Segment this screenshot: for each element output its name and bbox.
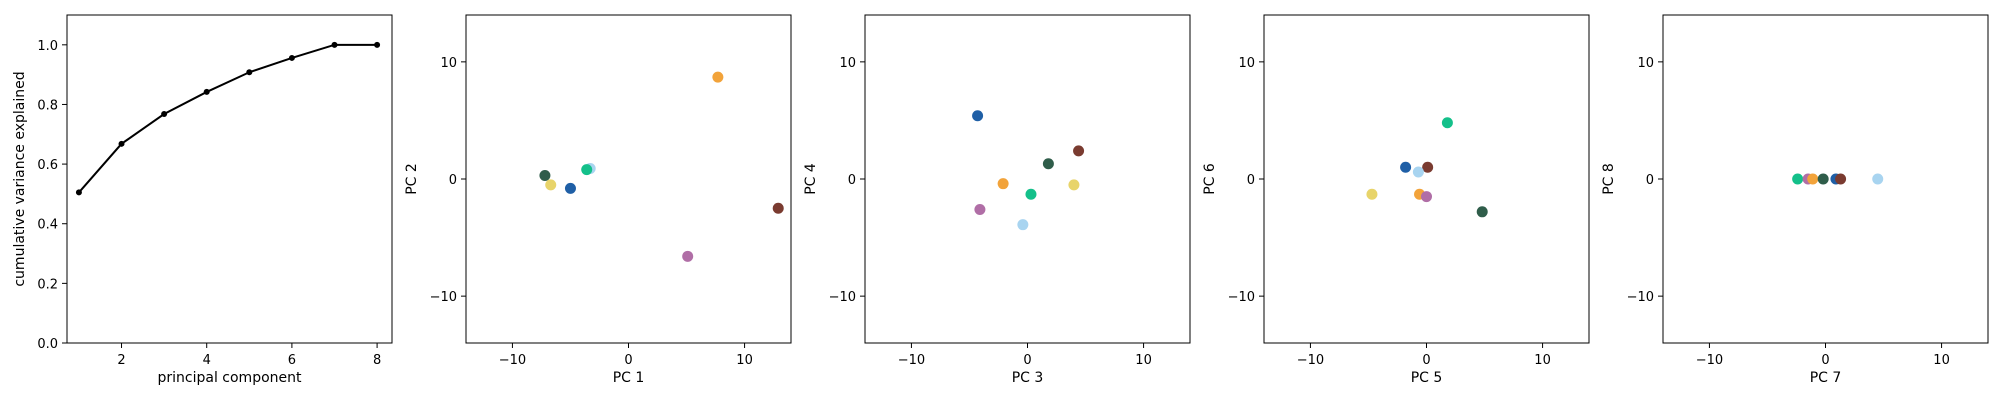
pc1-pc2-y-tick-label: −10 — [430, 290, 457, 305]
pc3-pc4-x-tick-label: 0 — [1023, 353, 1031, 368]
pc1-pc2-x-axis-label: PC 1 — [613, 370, 645, 386]
pc5-pc6-scatter-point — [1366, 188, 1378, 200]
pc1-pc2-x-tick-label: 0 — [624, 353, 632, 368]
pc1-pc2-scatter-point — [682, 250, 694, 262]
pc5-pc6-x-tick-label: −10 — [1297, 353, 1324, 368]
variance-data-point — [203, 88, 210, 95]
pc5-pc6-ticks: −10 0 10 −10 0 10 — [1228, 56, 1551, 368]
variance-y-tick-label: 0.8 — [37, 98, 58, 113]
variance-data-point — [75, 189, 82, 196]
pc7-pc8-y-tick-label: 10 — [1637, 56, 1654, 71]
variance-y-tick-label: 0.6 — [37, 158, 58, 173]
pc3-pc4-x-tick-label: −10 — [898, 353, 925, 368]
pc1-pc2-y-tick-label: 10 — [440, 56, 457, 71]
variance-marks — [75, 41, 381, 196]
pc7-pc8-scatter-point — [1817, 173, 1829, 185]
pc1-pc2-y-tick-label: 0 — [449, 173, 457, 188]
pc3-pc4-x-tick-label: 10 — [1135, 353, 1152, 368]
pc3-pc4-scatter-point — [1017, 219, 1029, 231]
pc5-pc6-scatter-point — [1441, 117, 1453, 129]
pc5-pc6-marks — [1366, 117, 1488, 218]
variance-data-point — [246, 69, 253, 76]
pc5-pc6-x-axis-label: PC 5 — [1411, 370, 1443, 386]
panel-pc7-pc8: −10 0 10 −10 0 10 PC 7 PC 8 — [1601, 14, 1989, 386]
pc3-pc4-scatter-point — [1025, 188, 1037, 200]
pc1-pc2-scatter-point — [539, 169, 551, 181]
pc5-pc6-scatter-point — [1476, 206, 1488, 218]
pc1-pc2-ticks: −10 0 10 −10 0 10 — [430, 56, 753, 368]
variance-data-point — [331, 41, 338, 48]
pc3-pc4-y-tick-label: −10 — [829, 290, 856, 305]
variance-x-tick-label: 6 — [288, 353, 296, 368]
pc7-pc8-y-tick-label: 0 — [1646, 173, 1654, 188]
pc3-pc4-scatter-point — [1068, 179, 1080, 191]
pc3-pc4-scatter-point — [1073, 145, 1085, 157]
pc5-pc6-y-tick-label: 10 — [1238, 56, 1255, 71]
variance-x-tick-label: 4 — [203, 353, 211, 368]
pc5-pc6-y-tick-label: −10 — [1228, 290, 1255, 305]
pc5-pc6-scatter-point — [1412, 166, 1424, 178]
variance-ticks: 2 4 6 8 0.0 0.2 0.4 0.6 0.8 1.0 — [37, 39, 381, 368]
pc7-pc8-x-tick-label: 0 — [1821, 353, 1829, 368]
pc1-pc2-x-tick-label: −10 — [499, 353, 526, 368]
variance-series-line — [78, 43, 378, 194]
pc5-pc6-scatter-point — [1400, 161, 1412, 173]
variance-y-tick-label: 0.2 — [37, 277, 58, 292]
variance-y-tick-label: 0.4 — [37, 218, 58, 233]
panel-variance: 2 4 6 8 0.0 0.2 0.4 0.6 0.8 1.0 principal compone… — [12, 14, 393, 386]
pc1-pc2-scatter-point — [545, 179, 557, 191]
variance-x-axis-label: principal component — [158, 370, 303, 386]
pc3-pc4-x-axis-label: PC 3 — [1012, 370, 1044, 386]
variance-plot-frame — [66, 14, 393, 344]
pc3-pc4-scatter-point — [972, 110, 984, 122]
pc7-pc8-y-axis-label: PC 8 — [1601, 163, 1617, 195]
variance-y-tick-label: 1.0 — [37, 39, 58, 54]
pc7-pc8-ticks: −10 0 10 −10 0 10 — [1627, 56, 1950, 368]
variance-data-point — [288, 54, 295, 61]
pc3-pc4-marks — [972, 110, 1085, 231]
pc7-pc8-scatter-point — [1835, 173, 1847, 185]
pc5-pc6-x-tick-label: 10 — [1534, 353, 1551, 368]
pc7-pc8-scatter-point — [1872, 173, 1884, 185]
pc7-pc8-scatter-point — [1792, 173, 1804, 185]
pc3-pc4-scatter-point — [974, 203, 986, 215]
pc1-pc2-y-axis-label: PC 2 — [404, 163, 420, 195]
pc1-pc2-x-tick-label: 10 — [736, 353, 753, 368]
pc5-pc6-x-tick-label: 0 — [1422, 353, 1430, 368]
variance-y-axis-label: cumulative variance explained — [12, 71, 28, 286]
pc3-pc4-y-axis-label: PC 4 — [803, 163, 819, 195]
panel-pc5-pc6: −10 0 10 −10 0 10 PC 5 PC 6 — [1202, 14, 1590, 386]
pc3-pc4-y-tick-label: 10 — [839, 56, 856, 71]
pc7-pc8-y-tick-label: −10 — [1627, 290, 1654, 305]
pc7-pc8-scatter-point — [1807, 173, 1819, 185]
pc7-pc8-x-axis-label: PC 7 — [1810, 370, 1842, 386]
pc7-pc8-x-tick-label: −10 — [1696, 353, 1723, 368]
pc5-pc6-y-axis-label: PC 6 — [1202, 163, 1218, 195]
pc5-pc6-scatter-point — [1421, 191, 1432, 203]
pc3-pc4-y-tick-label: 0 — [848, 173, 856, 188]
pc5-pc6-scatter-point — [1422, 161, 1434, 173]
pc3-pc4-scatter-point — [1042, 158, 1054, 170]
panel-pc3-pc4: −10 0 10 −10 0 10 PC 3 PC 4 — [803, 14, 1191, 386]
variance-data-point — [118, 140, 125, 147]
variance-data-point — [374, 41, 381, 48]
pc1-pc2-scatter-point — [712, 71, 724, 83]
variance-x-tick-label: 2 — [117, 353, 125, 368]
pc1-pc2-scatter-point — [564, 182, 576, 194]
pc3-pc4-ticks: −10 0 10 −10 0 10 — [829, 56, 1152, 368]
pc7-pc8-x-tick-label: 10 — [1933, 353, 1950, 368]
pc7-pc8-marks — [1792, 173, 1884, 185]
variance-x-tick-label: 8 — [373, 353, 381, 368]
panel-pc1-pc2: −10 0 10 −10 0 10 PC 1 PC 2 — [404, 14, 792, 386]
pc1-pc2-scatter-point — [772, 202, 784, 214]
variance-y-tick-label: 0.0 — [37, 337, 58, 352]
pc5-pc6-y-tick-label: 0 — [1247, 173, 1255, 188]
variance-data-point — [161, 110, 168, 117]
pc1-pc2-scatter-point — [581, 164, 593, 176]
pc1-pc2-marks — [539, 71, 784, 262]
pc3-pc4-scatter-point — [997, 178, 1009, 190]
